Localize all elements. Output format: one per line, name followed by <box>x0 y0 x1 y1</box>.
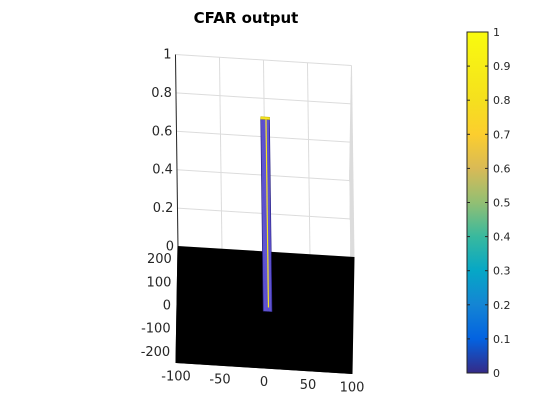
z-axis-line <box>174 54 179 247</box>
colorbar-tick-label: 0.3 <box>493 265 511 278</box>
colorbar-tick-label: 0.4 <box>493 231 511 244</box>
z-tick-label: 0.2 <box>153 201 174 216</box>
tick-labels: 0 0.2 0.4 0.6 0.8 1 200 100 0 -100 -200 -100 -50 0 50 1… <box>141 48 365 396</box>
detection-mesh-line <box>266 119 270 312</box>
y-tick-label: -100 <box>141 322 171 337</box>
colorbar: 0 0.1 0.2 0.3 0.4 0.5 0.6 0.7 0.8 0.9 1 <box>466 26 511 380</box>
y-tick-label: -200 <box>141 345 171 360</box>
colorbar-tick-label: 0.8 <box>493 94 511 107</box>
y-tick-label: 0 <box>163 299 171 314</box>
y-tick-label: 100 <box>147 275 172 290</box>
x-tick-label: 50 <box>300 378 317 393</box>
detection-mesh-line <box>262 119 266 312</box>
detection-mesh-line <box>261 119 265 312</box>
z-tick-label: 0.6 <box>152 124 173 139</box>
z-tick-label: 0.8 <box>151 86 172 101</box>
colorbar-tick-label: 1 <box>493 26 500 39</box>
z-tick-label: 1 <box>163 48 171 63</box>
x-tick-label: 0 <box>260 375 268 390</box>
detection-peak <box>260 116 273 312</box>
colorbar-tick-label: 0.9 <box>493 60 511 73</box>
plot-axes: 0 0.2 0.4 0.6 0.8 1 200 100 0 -100 -200 -100 -50 0 50 1… <box>141 48 365 396</box>
colorbar-tick-label: 0.1 <box>493 333 511 346</box>
detection-peak-ridge <box>265 119 270 308</box>
detection-mesh-line <box>268 119 272 312</box>
x-tick-label: -50 <box>209 372 230 387</box>
detection-mesh-line <box>263 119 268 312</box>
y-tick-label: 200 <box>147 252 172 267</box>
detection-mesh-line <box>263 119 267 312</box>
colorbar-tick-label: 0.2 <box>493 299 511 312</box>
z-tick-label: 0 <box>166 240 174 255</box>
colorbar-tick-label: 0 <box>493 367 500 380</box>
detection-mesh-line <box>264 119 268 312</box>
detection-peak-top <box>260 116 270 120</box>
colorbar-tick-label: 0.6 <box>493 162 511 175</box>
colorbar-gradient <box>466 31 489 374</box>
z-tick-label: 0.4 <box>152 163 173 178</box>
colorbar-tick-label: 0.7 <box>493 128 511 141</box>
colorbar-tick-label: 0.5 <box>493 197 511 210</box>
detection-mesh-line <box>267 119 271 312</box>
chart-title: CFAR output <box>194 9 299 27</box>
x-tick-label: 100 <box>340 381 365 396</box>
x-tick-label: -100 <box>161 370 191 385</box>
